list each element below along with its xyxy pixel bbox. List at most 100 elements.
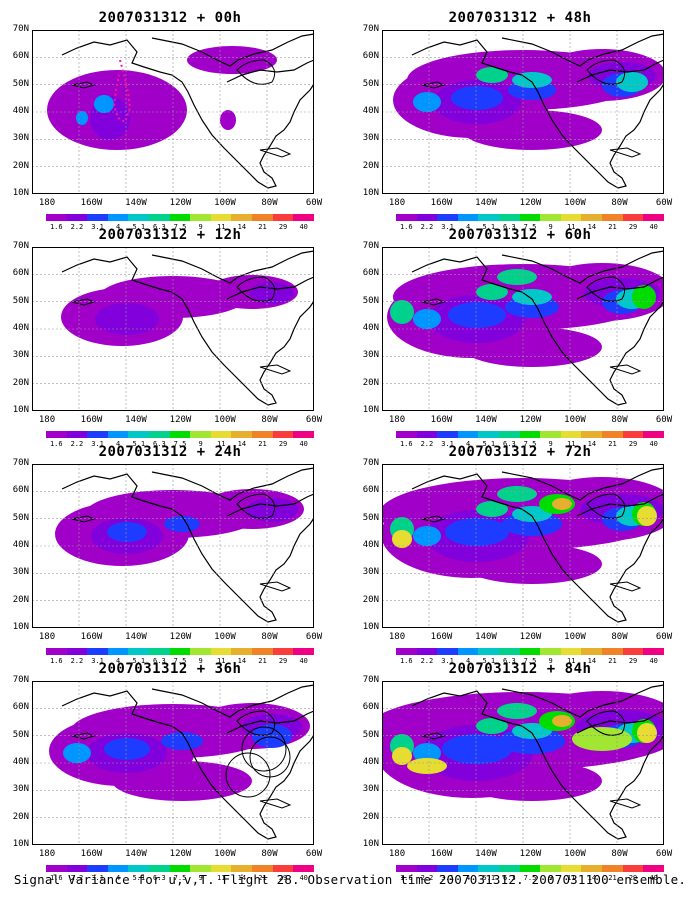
colorbar-swatch: [416, 865, 438, 872]
y-tick-label: 70N: [362, 675, 379, 685]
map-plot: [32, 681, 314, 845]
colorbar-swatch: [437, 648, 458, 655]
colorbar-label: 11: [217, 440, 226, 448]
y-tick-label: 30N: [12, 350, 29, 361]
colorbar-label: 1.6: [49, 440, 63, 448]
colorbar-label: 1.6: [399, 874, 413, 882]
colorbar-swatch: [581, 865, 603, 872]
colorbar-swatch: [396, 648, 417, 655]
colorbar-label: 40: [299, 657, 308, 665]
colorbar-swatch: [540, 648, 561, 655]
colorbar-label: 29: [628, 440, 638, 448]
x-tick-label: 100W: [564, 198, 586, 208]
x-tick-label: 160W: [430, 632, 453, 642]
colorbar-label: 2.2: [70, 223, 84, 231]
y-tick-label: 20N: [12, 594, 29, 605]
coastline: [61, 473, 314, 623]
variance-contour: [442, 734, 512, 764]
colorbar-swatch: [602, 865, 623, 872]
map-plot: [32, 30, 314, 194]
variance-contour: [392, 747, 412, 765]
colorbar-swatch: [540, 431, 561, 438]
colorbar-swatch: [190, 648, 211, 655]
y-tick-label: 10N: [12, 405, 29, 415]
x-tick-label: 60W: [305, 849, 323, 859]
y-tick-label: 20N: [12, 377, 29, 388]
colorbar-label: 2.2: [70, 440, 84, 448]
x-tick-label: 100W: [564, 632, 586, 642]
colorbar-label: 2.2: [70, 874, 84, 882]
colorbar-swatch: [560, 431, 582, 438]
y-tick-label: 40N: [12, 540, 29, 550]
variance-contour: [476, 501, 508, 517]
colorbar-label: 21: [258, 440, 267, 448]
x-tick-label: 60W: [305, 415, 323, 425]
colorbar-label: 4: [116, 657, 121, 665]
colorbar-label: 3.1: [441, 657, 454, 665]
x-tick-label: 60W: [305, 198, 323, 208]
variance-contour: [220, 110, 236, 130]
panel-3: 2007031312 + 60h 70N 60N 50N 40N 30N 20N 10N 18…: [350, 227, 690, 449]
y-tick-label: 70N: [12, 458, 29, 468]
x-tick-label: 100W: [214, 415, 236, 425]
colorbar-label: 3.1: [441, 223, 454, 231]
coastline: [501, 33, 664, 67]
colorbar-swatch: [231, 431, 253, 438]
colorbar-swatch: [128, 214, 150, 221]
colorbar-label: 11: [567, 223, 576, 231]
y-tick-label: 50N: [362, 78, 379, 89]
colorbar-swatch: [210, 648, 232, 655]
colorbar-label: 4: [466, 657, 471, 665]
colorbar-label: 40: [649, 657, 658, 665]
colorbar-label: 6.3: [153, 874, 166, 882]
y-tick-label: 60N: [362, 51, 379, 62]
y-tick-label: 30N: [362, 784, 379, 795]
colorbar-swatch: [293, 648, 314, 655]
y-tick-label: 60N: [12, 51, 29, 62]
colorbar-label: 7.5: [523, 874, 537, 882]
colorbar-label: 9: [198, 657, 203, 665]
y-tick-label: 60N: [362, 702, 379, 713]
colorbar-label: 6.3: [153, 657, 166, 665]
x-tick-label: 120W: [169, 415, 192, 425]
colorbar: [396, 865, 664, 872]
variance-contour: [512, 72, 552, 88]
y-tick-label: 60N: [12, 485, 29, 496]
colorbar-label: 14: [237, 657, 247, 665]
x-tick-label: 80W: [611, 415, 628, 425]
colorbar-swatch: [190, 214, 211, 221]
colorbar-swatch: [581, 431, 603, 438]
y-tick-label: 30N: [362, 567, 379, 578]
y-tick-label: 70N: [362, 24, 379, 34]
y-tick-label: 40N: [362, 540, 379, 550]
x-tick-label: 60W: [655, 198, 673, 208]
panel-title: 2007031312 + 84h: [448, 661, 592, 677]
y-tick-label: 30N: [12, 784, 29, 795]
colorbar-swatch: [169, 431, 191, 438]
colorbar-label: 5.1: [132, 440, 146, 448]
colorbar-swatch: [622, 648, 644, 655]
colorbar-swatch: [602, 214, 623, 221]
y-tick-label: 50N: [12, 512, 29, 523]
colorbar-swatch: [252, 648, 273, 655]
y-tick-label: 70N: [12, 675, 29, 685]
y-tick-label: 70N: [362, 241, 379, 251]
colorbar-swatch: [107, 865, 129, 872]
colorbar-label: 9: [198, 440, 203, 448]
map-plot: [32, 464, 314, 628]
y-tick-label: 10N: [362, 622, 379, 632]
y-tick-label: 30N: [12, 133, 29, 144]
colorbar-label: 6.3: [503, 657, 516, 665]
colorbar-swatch: [87, 865, 108, 872]
x-tick-label: 140W: [475, 198, 497, 208]
variance-contour: [107, 522, 147, 542]
colorbar-label: 7.5: [173, 657, 187, 665]
colorbar-label: 14: [237, 874, 247, 882]
y-tick-label: 50N: [12, 78, 29, 89]
y-tick-label: 50N: [362, 512, 379, 523]
coastline: [151, 33, 314, 67]
colorbar-label: 5.1: [482, 223, 496, 231]
y-tick-label: 70N: [12, 24, 29, 34]
colorbar-label: 2.2: [420, 223, 434, 231]
colorbar-swatch: [107, 431, 129, 438]
